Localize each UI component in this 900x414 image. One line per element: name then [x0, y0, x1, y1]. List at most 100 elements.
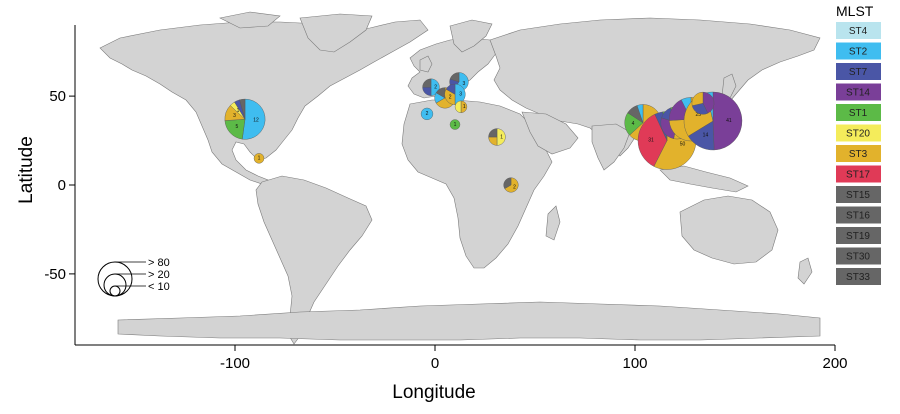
y-tick-label: 50: [49, 88, 66, 105]
legend-label-st7: ST7: [849, 67, 868, 78]
land-masses: [99, 11, 821, 345]
legend-swatch-st2: [836, 42, 881, 60]
pie-usa: 12 531: [224, 98, 266, 140]
pie-slice-label: 31: [648, 138, 654, 144]
legend-swatch-st7: [836, 63, 881, 80]
antarctica-landmass: [117, 301, 821, 341]
greenland-landmass: [299, 13, 373, 53]
pie-slice-label: 1: [463, 104, 466, 110]
pie-slice-label: 1: [454, 122, 457, 128]
pie-central-europe: 32: [444, 83, 466, 105]
pie-slice-label: 3: [233, 113, 236, 119]
legend-swatch-st17: [836, 165, 881, 183]
pie-slice-st2: [420, 107, 434, 121]
legend-label-st16: ST16: [846, 211, 870, 222]
pie-slice-label: 12: [253, 117, 259, 123]
pie-central-america: 1: [253, 153, 265, 164]
pie-slice-st2: [636, 104, 644, 123]
legend-label-st4: ST4: [849, 26, 868, 37]
japan-landmass: [721, 73, 737, 99]
pie-slice-st15: [239, 98, 246, 120]
pie-slice-label: 1: [500, 134, 503, 140]
x-tick-label: -100: [220, 355, 250, 372]
pie-slice-st2: [242, 98, 266, 140]
legend-swatch-st4: [836, 22, 881, 39]
australia-landmass: [679, 195, 779, 265]
pie-slice-label: 41: [726, 118, 732, 124]
pie-russia-far-east: [691, 91, 715, 115]
legend-label-st3: ST3: [849, 149, 868, 160]
legend-swatch-st3: [836, 145, 881, 162]
legend-label-st20: ST20: [846, 129, 870, 140]
x-tick-label: 200: [822, 355, 847, 372]
pie-slice-label: 3: [459, 92, 462, 98]
arctic-islands-landmass: [219, 11, 281, 29]
pie-italy: 1: [454, 100, 468, 113]
pie-slice-st7: [445, 83, 456, 95]
pie-slice-label: 2: [426, 111, 429, 117]
pie-slice-label: 25: [696, 112, 702, 118]
y-axis-title: Latitude: [16, 136, 37, 204]
pie-slice-st14: [702, 91, 715, 114]
britain-landmass: [419, 55, 433, 73]
pie-slice-label: 1: [258, 156, 261, 162]
pie-japan: 41 14 25: [683, 91, 743, 151]
pie-slice-label: 14: [703, 132, 709, 138]
legend-swatch-st33: [836, 268, 881, 285]
legend-label-st1: ST1: [849, 108, 868, 119]
pie-slice-label: 1: [237, 108, 240, 114]
india-landmass: [591, 123, 631, 171]
size-legend-circle-small: [109, 285, 121, 297]
legend-label-st17: ST17: [846, 170, 870, 181]
pie-slice-label: 5: [236, 124, 239, 130]
legend-label-st15: ST15: [846, 190, 870, 201]
pie-markers: 12531123432121121245031120411425: [224, 72, 743, 193]
pie-slice-st15: [435, 87, 446, 99]
legend-swatch-st14: [836, 83, 881, 101]
size-legend-circle-medium: [103, 273, 127, 297]
legend-label-st19: ST19: [846, 231, 870, 242]
madagascar-landmass: [545, 205, 561, 241]
mlst-legend: MLST ST4 ST2 ST7 ST14 ST1 ST20 ST3 ST17 ST15 ST16…: [836, 3, 881, 285]
pie-egypt: 1: [488, 128, 506, 146]
pie-slice-st20: [454, 100, 462, 113]
pie-slice-st15: [449, 72, 460, 83]
pie-slice-st3: [253, 153, 265, 164]
size-legend-label-medium: > 20: [148, 269, 170, 281]
legend-swatch-st30: [836, 247, 881, 265]
pie-slice-st3: [460, 100, 468, 113]
legend-swatch-st15: [836, 186, 881, 203]
pie-slice-label: 2: [434, 85, 437, 91]
africa-landmass: [401, 99, 553, 269]
new-zealand-landmass: [797, 257, 813, 285]
pie-slice-label: 2: [449, 94, 452, 100]
legend-label-st30: ST30: [846, 252, 870, 263]
pie-slice-st15: [422, 78, 432, 88]
pie-slice-st14: [712, 91, 743, 151]
legend-label-st33: ST33: [846, 272, 870, 283]
mlst-legend-title: MLST: [836, 3, 874, 19]
pie-slice-st3: [504, 177, 519, 193]
arabia-landmass: [521, 111, 579, 155]
plot-axes: -100 0 100 200 50 0 -50 Longitude Latitude: [16, 25, 848, 403]
y-tick-label: 0: [58, 177, 66, 194]
pie-slice-label: 50: [680, 142, 686, 148]
pie-spain: 2: [420, 107, 434, 121]
x-tick-label: 100: [622, 355, 647, 372]
size-legend-label-large: > 80: [148, 257, 170, 269]
pie-slice-st3: [691, 91, 704, 106]
x-axis-title: Longitude: [392, 382, 475, 403]
legend-swatch-st20: [836, 124, 881, 142]
pie-slice-st15: [503, 177, 512, 189]
size-legend-label-small: < 10: [148, 281, 170, 293]
y-tick-label: -50: [44, 266, 66, 283]
scandinavia-landmass: [449, 19, 493, 53]
legend-swatch-st16: [836, 206, 881, 224]
size-legend-circle-large: [97, 261, 133, 297]
pie-slice-st1: [449, 119, 461, 130]
legend-label-st14: ST14: [846, 88, 870, 99]
legend-swatch-st19: [836, 227, 881, 244]
legend-label-st2: ST2: [849, 47, 868, 58]
pie-slice-st20: [496, 128, 506, 146]
